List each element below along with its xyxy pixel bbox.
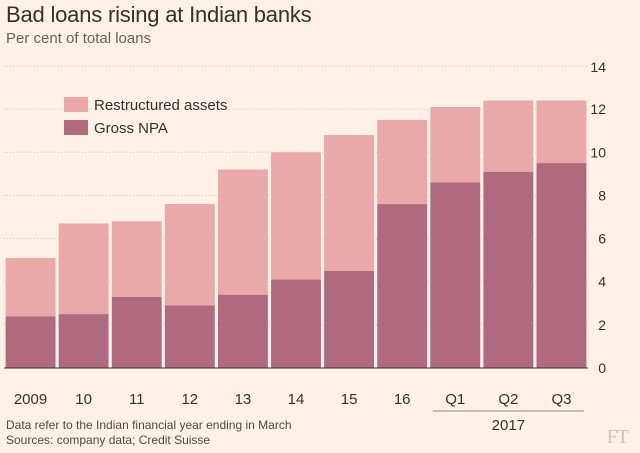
bar-restructured-assets: [430, 106, 481, 183]
bar-gross-npa: [217, 294, 268, 368]
bar-restructured-assets: [5, 257, 56, 317]
x-tick-label: 14: [288, 391, 305, 408]
bar-restructured-assets: [217, 169, 268, 295]
x-tick-label: 11: [129, 391, 145, 408]
chart-note: Data refer to the Indian financial year …: [6, 418, 292, 432]
legend-swatch: [64, 97, 88, 112]
bar-gross-npa: [5, 316, 56, 368]
y-tick-label: 6: [598, 231, 606, 247]
bar-restructured-assets: [483, 100, 534, 172]
bar-gross-npa: [536, 163, 587, 368]
bar-gross-npa: [111, 296, 162, 368]
bar-restructured-assets: [324, 135, 375, 271]
x-tick-label: 16: [394, 391, 411, 408]
bar-restructured-assets: [271, 152, 321, 280]
x-tick-label: Q3: [551, 391, 571, 408]
x-tick-label: 13: [235, 391, 252, 408]
bar-restructured-assets: [58, 223, 109, 315]
bar-gross-npa: [483, 171, 534, 368]
legend-swatch: [64, 120, 88, 135]
ft-logo: FT: [606, 426, 629, 448]
y-tick-label: 12: [590, 101, 606, 117]
bar-gross-npa: [271, 279, 321, 368]
y-tick-label: 10: [590, 144, 606, 160]
y-tick-label: 4: [598, 274, 606, 290]
bar-gross-npa: [430, 182, 481, 368]
y-tick-label: 8: [598, 187, 606, 203]
x-tick-label: 10: [75, 391, 92, 408]
y-tick-label: 2: [598, 317, 606, 333]
bar-restructured-assets: [111, 221, 162, 297]
chart-source: Sources: company data; Credit Suisse: [6, 433, 211, 447]
x-tick-label: Q2: [498, 391, 518, 408]
legend-label: Gross NPA: [94, 120, 168, 137]
x-tick-label: Q1: [445, 391, 465, 408]
bar-gross-npa: [324, 270, 375, 368]
chart-title: Bad loans rising at Indian banks: [6, 2, 312, 27]
bar-gross-npa: [377, 204, 428, 368]
x-tick-label: 15: [341, 391, 358, 408]
bar-restructured-assets: [377, 119, 428, 205]
x-group-label: 2017: [492, 417, 525, 434]
chart-subtitle: Per cent of total loans: [6, 30, 152, 47]
y-tick-label: 14: [590, 59, 606, 75]
x-tick-label: 12: [181, 391, 198, 408]
bar-restructured-assets: [536, 100, 587, 164]
x-tick-label: 2009: [14, 391, 47, 408]
legend-label: Restructured assets: [94, 97, 227, 114]
bar-gross-npa: [58, 314, 109, 368]
bar-gross-npa: [164, 305, 215, 368]
y-tick-label: 0: [598, 360, 606, 376]
bar-restructured-assets: [164, 204, 215, 306]
